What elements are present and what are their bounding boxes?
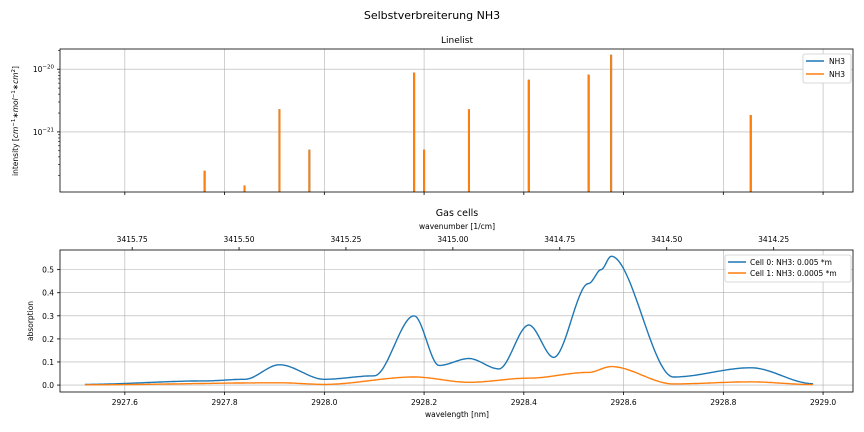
absorption-tick-label: 0.4 bbox=[42, 289, 54, 298]
absorption-y-ticks: 0.0 0.1 0.2 0.3 0.4 0.5 bbox=[42, 266, 60, 390]
wavelength-axis-label: wavelength [nm] bbox=[425, 410, 489, 419]
absorption-tick-label: 0.2 bbox=[42, 335, 54, 344]
wavelength-tick-label: 2927.6 bbox=[112, 398, 138, 407]
wavelength-tick-label: 2927.8 bbox=[211, 398, 237, 407]
wavelength-tick-label: 2928.8 bbox=[710, 398, 736, 407]
absorption-tick-label: 0.5 bbox=[42, 266, 54, 275]
linelist-bars bbox=[203, 54, 752, 192]
gas-cells-title: Gas cells bbox=[436, 208, 478, 219]
linelist-title: Linelist bbox=[441, 36, 473, 46]
gas-cells-legend: Cell 0: NH3: 0.005 *m Cell 1: NH3: 0.000… bbox=[724, 254, 852, 283]
absorption-tick-label: 0.0 bbox=[42, 381, 54, 390]
wavenumber-tick-label: 3415.25 bbox=[330, 235, 361, 244]
wavenumber-tick-label: 3414.75 bbox=[544, 235, 575, 244]
gas-cells-grid bbox=[60, 250, 853, 392]
linelist-y-tick-label: 10−21 bbox=[33, 127, 54, 137]
linelist-axes-frame bbox=[59, 48, 854, 193]
linelist-y-tick-label: 10−20 bbox=[33, 65, 55, 75]
wavenumber-tick-label: 3414.50 bbox=[651, 235, 682, 244]
linelist-panel: Linelist 10−21 10−20 intensity [cm−1∗mol−… bbox=[11, 36, 854, 195]
gas-cells-legend-box bbox=[724, 254, 852, 283]
wavelength-x-ticks: 2927.6 2927.8 2928.0 2928.2 2928.4 2928.6 2928… bbox=[112, 392, 836, 407]
linelist-y-ticks: 10−21 10−20 bbox=[33, 50, 60, 177]
linelist-grid bbox=[60, 49, 853, 192]
linelist-legend-label: NH3 bbox=[829, 57, 845, 66]
linelist-legend-label: NH3 bbox=[829, 70, 845, 79]
linelist-y-axis-label: intensity [cm−1∗mol−1∗cm2] bbox=[11, 66, 20, 176]
gas-cells-axes-frame bbox=[59, 249, 854, 393]
gas-cells-legend-label: Cell 1: NH3: 0.0005 *m bbox=[750, 269, 837, 278]
gas-cells-curves bbox=[84, 255, 814, 386]
absorption-axis-label: absorption bbox=[26, 301, 35, 341]
linelist-x-ticks bbox=[124, 192, 824, 195]
absorption-tick-label: 0.1 bbox=[42, 358, 54, 367]
wavelength-tick-label: 2929.0 bbox=[810, 398, 836, 407]
figure-title: Selbstverbreiterung NH3 bbox=[364, 9, 500, 22]
wavenumber-tick-label: 3415.75 bbox=[117, 235, 148, 244]
wavenumber-tick-label: 3415.50 bbox=[224, 235, 255, 244]
wavelength-tick-label: 2928.2 bbox=[411, 398, 437, 407]
gas-cells-legend-label: Cell 0: NH3: 0.005 *m bbox=[750, 258, 832, 267]
absorption-tick-label: 0.3 bbox=[42, 312, 54, 321]
wavelength-tick-label: 2928.0 bbox=[311, 398, 337, 407]
wavelength-tick-label: 2928.4 bbox=[511, 398, 537, 407]
wavelength-tick-label: 2928.6 bbox=[610, 398, 636, 407]
wavenumber-tick-label: 3414.25 bbox=[758, 235, 789, 244]
wavenumber-tick-label: 3415.00 bbox=[437, 235, 468, 244]
wavenumber-axis-label: wavenumber [1/cm] bbox=[419, 222, 495, 231]
cell-1-absorption-curve bbox=[84, 365, 814, 386]
linelist-legend: NH3 NH3 bbox=[802, 53, 852, 84]
gas-cells-panel: Gas cells wavenumber [1/cm] 3415.75 3415.… bbox=[26, 208, 854, 419]
wavenumber-ticks: 3415.75 3415.50 3415.25 3415.00 3414.75 3414.… bbox=[117, 235, 789, 250]
cell-0-absorption-curve bbox=[84, 255, 814, 386]
